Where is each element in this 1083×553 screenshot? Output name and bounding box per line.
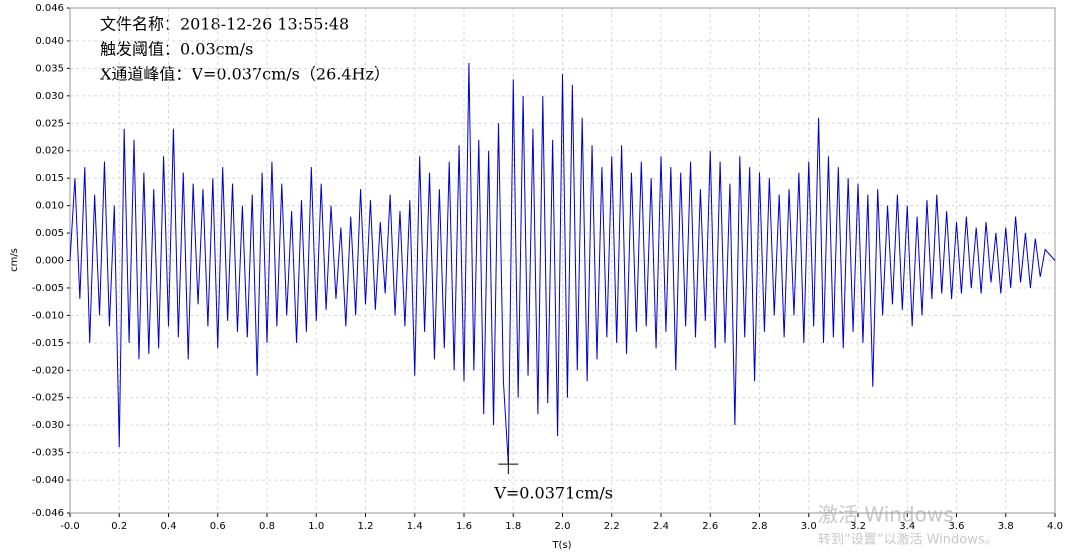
y-tick-label: -0.010	[32, 310, 64, 321]
watermark: 转到“设置”以激活 Windows。	[818, 533, 998, 548]
y-tick-label: 0.040	[35, 36, 64, 47]
x-tick-label: 3.0	[801, 521, 817, 532]
x-tick-label: 3.8	[998, 521, 1014, 532]
y-tick-label: 0.046	[35, 3, 64, 14]
x-tick-label: 0.4	[161, 521, 177, 532]
y-axis-label: cm/s	[9, 248, 20, 272]
y-tick-label: 0.010	[35, 201, 64, 212]
x-tick-label: 3.4	[899, 521, 915, 532]
y-tick-label: 0.015	[35, 173, 64, 184]
y-tick-label: -0.040	[32, 475, 64, 486]
x-tick-label: 1.8	[505, 521, 521, 532]
waveform	[69, 62, 1056, 465]
y-tick-label: -0.030	[32, 420, 64, 431]
peak-label: V=0.0371cm/s	[493, 484, 613, 503]
x-tick-label: 1.4	[407, 521, 423, 532]
x-tick-label: 0.6	[210, 521, 226, 532]
x-tick-label: 2.0	[555, 521, 571, 532]
x-tick-label: 1.6	[456, 521, 472, 532]
y-tick-label: 0.020	[35, 146, 64, 157]
y-tick-label: -0.005	[32, 283, 64, 294]
x-tick-label: 3.2	[850, 521, 866, 532]
annotation: X通道峰值：V=0.037cm/s（26.4Hz）	[100, 65, 390, 84]
y-tick-label: -0.035	[32, 448, 64, 459]
x-tick-label: 0.2	[111, 521, 127, 532]
x-tick-label: 2.8	[752, 521, 768, 532]
y-tick-label: 0.005	[35, 228, 64, 239]
y-tick-label: -0.015	[32, 338, 64, 349]
annotation: 触发阈值：0.03cm/s	[100, 40, 253, 59]
y-tick-label: 0.035	[35, 63, 64, 74]
x-tick-label: -0.0	[60, 521, 80, 532]
x-tick-label: 2.6	[702, 521, 718, 532]
y-tick-label: 0.000	[35, 256, 64, 267]
x-tick-label: 3.6	[949, 521, 965, 532]
y-tick-label: 0.030	[35, 91, 64, 102]
annotation: 文件名称：2018-12-26 13:55:48	[100, 15, 349, 34]
x-axis-label: T(s)	[551, 540, 571, 551]
x-tick-label: 2.4	[653, 521, 669, 532]
watermark: 激活 Windows	[818, 503, 954, 527]
x-tick-label: 2.2	[604, 521, 620, 532]
y-tick-label: -0.020	[32, 365, 64, 376]
x-tick-label: 0.8	[259, 521, 275, 532]
x-tick-label: 1.2	[358, 521, 374, 532]
y-tick-label: -0.025	[32, 393, 64, 404]
y-tick-label: -0.046	[32, 508, 64, 519]
x-tick-label: 4.0	[1047, 521, 1063, 532]
x-tick-label: 1.0	[308, 521, 324, 532]
y-tick-label: 0.025	[35, 118, 64, 129]
